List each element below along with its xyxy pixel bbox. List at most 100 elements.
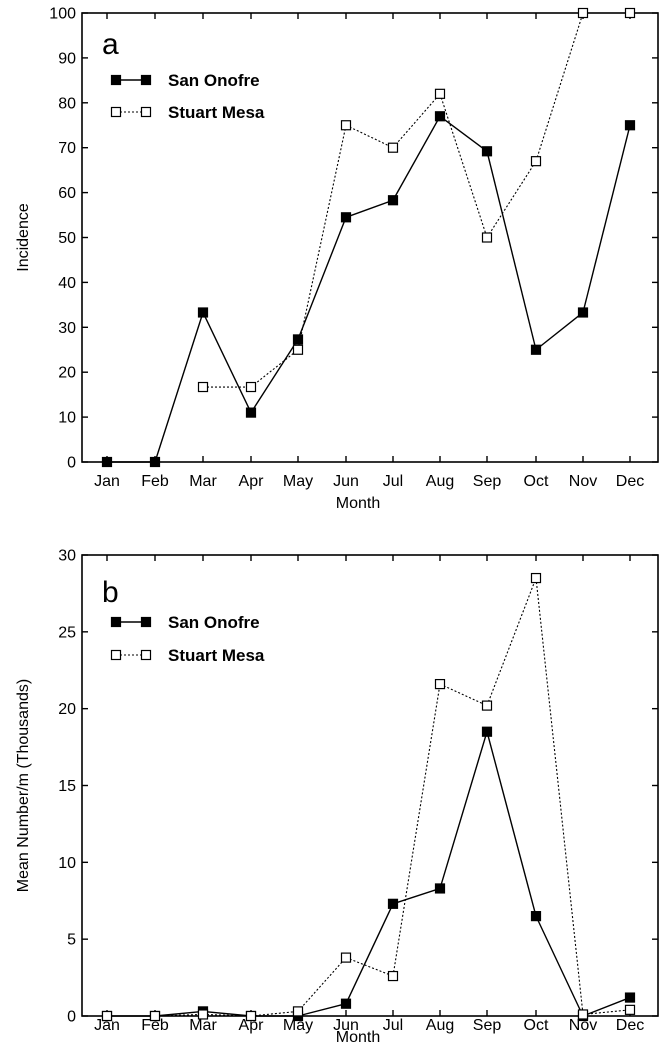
data-point (530, 911, 542, 922)
y-tick-label: 15 (58, 778, 76, 795)
series-line-segment (345, 199, 394, 218)
x-tick-label: Oct (524, 473, 549, 490)
series-line-segment (297, 957, 347, 1012)
series-line-segment (439, 731, 488, 889)
legend-marker (140, 74, 152, 86)
x-tick-label: Apr (239, 1017, 265, 1034)
x-tick-label: Feb (141, 473, 169, 490)
data-point (577, 7, 589, 19)
y-tick-label: 100 (49, 6, 76, 23)
series-line-segment (486, 160, 537, 238)
data-point (292, 1006, 304, 1017)
data-point (481, 232, 493, 243)
x-tick-label: Jul (383, 473, 403, 490)
data-point (530, 572, 542, 584)
data-point (340, 952, 352, 963)
data-point (245, 1010, 257, 1022)
series-line-segment (535, 311, 584, 351)
legend-entry: San Onofre (110, 71, 260, 90)
legend-label: San Onofre (168, 71, 260, 90)
series-line-segment (439, 683, 488, 707)
y-tick-label: 80 (58, 95, 76, 112)
y-tick-label: 20 (58, 365, 76, 382)
series-line-segment (486, 151, 537, 350)
x-axis-title: Month (336, 1029, 380, 1043)
y-tick-label: 70 (58, 140, 76, 157)
series-line-segment (345, 124, 394, 149)
series-line-segment (439, 93, 488, 238)
legend-entry: San Onofre (110, 613, 260, 632)
legend-marker (110, 74, 122, 86)
data-point (530, 156, 542, 167)
series-line-segment (582, 996, 631, 1017)
x-tick-label: Sep (473, 1017, 502, 1034)
x-tick-label: May (283, 473, 313, 490)
x-tick-label: May (283, 1017, 313, 1034)
y-axis-title: Incidence (15, 203, 32, 272)
x-tick-label: Oct (524, 1017, 549, 1034)
data-point (387, 195, 399, 206)
data-point (481, 146, 493, 157)
data-point (340, 998, 352, 1009)
series-line-segment (486, 731, 537, 917)
series-line-segment (345, 957, 394, 977)
x-tick-label: Nov (569, 1017, 597, 1034)
series-1 (101, 572, 636, 1022)
x-tick-label: Jan (94, 1017, 120, 1034)
data-point (292, 334, 304, 345)
series-line-segment (297, 217, 347, 340)
data-point (481, 700, 493, 711)
series-line-segment (202, 1013, 252, 1017)
series-line-segment (486, 577, 537, 706)
series-line-segment (582, 125, 631, 313)
data-point (624, 120, 636, 131)
series-line-segment (392, 93, 441, 149)
data-point (624, 992, 636, 1003)
series-line-segment (345, 903, 394, 1005)
legend-marker (110, 616, 122, 628)
data-point (197, 1009, 209, 1020)
legend-label: San Onofre (168, 613, 260, 632)
y-tick-label: 0 (67, 455, 76, 472)
series-line-segment (392, 683, 441, 977)
y-tick-label: 20 (58, 701, 76, 718)
x-tick-label: Jun (333, 473, 359, 490)
y-tick-label: 30 (58, 320, 76, 337)
y-tick-label: 0 (67, 1009, 76, 1026)
series-line-segment (392, 887, 441, 905)
y-tick-label: 90 (58, 50, 76, 67)
legend-marker (110, 649, 122, 661)
data-point (577, 1009, 589, 1020)
x-tick-label: Mar (189, 1017, 217, 1034)
legend-marker (140, 649, 152, 661)
data-point (340, 212, 352, 223)
series-1 (197, 7, 636, 393)
legend-label: Stuart Mesa (168, 646, 265, 665)
panel-b-chart: 0 5 10 15 20 25 30 Jan Feb Mar Apr May Jun Jul Aug Sep O… (15, 548, 659, 1043)
legend-marker (110, 106, 122, 118)
data-point (149, 456, 161, 468)
legend-entry: Stuart Mesa (110, 103, 265, 122)
data-point (624, 1004, 636, 1015)
series-line-segment (535, 577, 584, 1015)
panel-a-chart: 0 10 20 30 40 50 60 70 80 90 100 Jan Feb Mar Apr May Jun… (15, 6, 659, 512)
data-point (101, 456, 113, 468)
series-line-segment (154, 312, 204, 463)
x-tick-label: Jun (333, 1017, 359, 1034)
x-tick-label: Apr (239, 473, 265, 490)
x-tick-label: Dec (616, 1017, 644, 1034)
data-point (530, 344, 542, 355)
x-tick-label: Aug (426, 473, 454, 490)
y-tick-label: 10 (58, 855, 76, 872)
data-point (197, 381, 209, 393)
data-point (197, 307, 209, 318)
data-point (101, 1010, 113, 1022)
data-point (481, 726, 493, 737)
y-tick-label: 5 (67, 932, 76, 949)
x-tick-label: Nov (569, 473, 597, 490)
x-tick-label: Jan (94, 473, 120, 490)
data-point (149, 1010, 161, 1022)
legend-marker (140, 106, 152, 118)
panel-letter: a (102, 28, 119, 61)
